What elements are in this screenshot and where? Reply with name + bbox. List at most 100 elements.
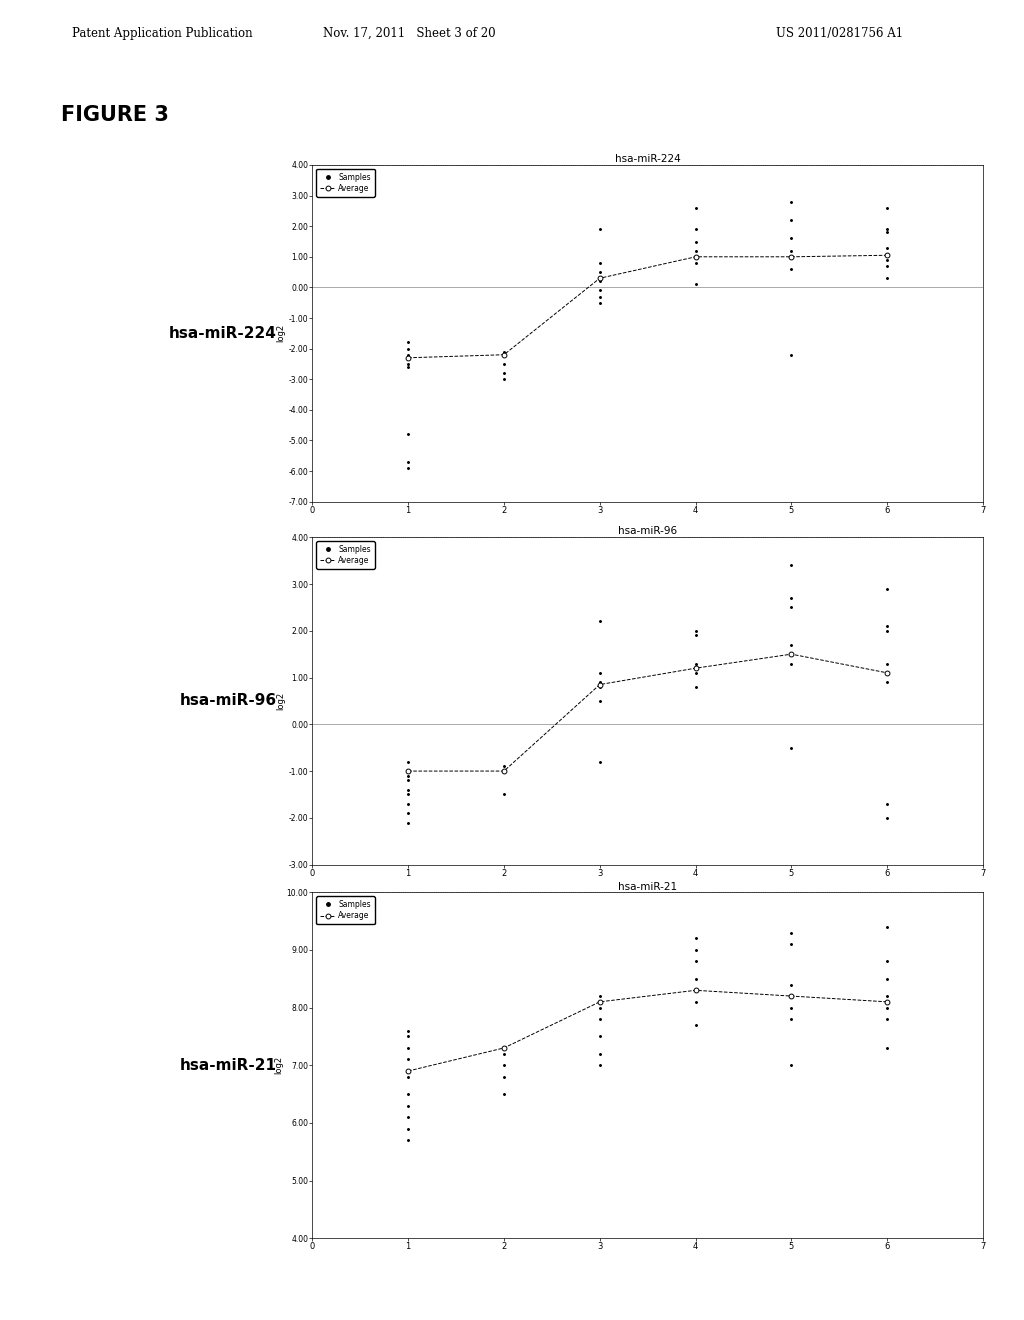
Point xyxy=(496,760,512,781)
Point xyxy=(783,1055,800,1076)
Legend: Samples, Average: Samples, Average xyxy=(316,169,375,197)
Point xyxy=(879,268,895,289)
Point xyxy=(400,793,417,814)
Point xyxy=(687,663,703,684)
Point xyxy=(496,368,512,389)
Point xyxy=(400,812,417,833)
Point xyxy=(592,261,608,282)
Point xyxy=(592,676,608,697)
Point xyxy=(400,356,417,378)
Point xyxy=(400,1084,417,1105)
Point xyxy=(400,1130,417,1151)
Point xyxy=(783,554,800,576)
Point xyxy=(496,354,512,375)
Point xyxy=(879,615,895,636)
Point xyxy=(687,620,703,642)
Legend: Samples, Average: Samples, Average xyxy=(316,541,375,569)
Point xyxy=(783,644,800,665)
Point xyxy=(879,578,895,599)
Point xyxy=(879,197,895,218)
Point xyxy=(592,672,608,693)
Title: hsa-miR-96: hsa-miR-96 xyxy=(618,527,677,536)
Point xyxy=(879,950,895,972)
Point xyxy=(400,760,417,781)
Point xyxy=(783,259,800,280)
Point xyxy=(783,587,800,609)
Point xyxy=(783,997,800,1018)
Point xyxy=(783,210,800,231)
Point xyxy=(400,345,417,366)
Point xyxy=(879,238,895,259)
Point xyxy=(592,663,608,684)
Point xyxy=(687,657,703,678)
Point xyxy=(879,997,895,1018)
Point xyxy=(879,243,895,264)
Point xyxy=(592,751,608,772)
Point xyxy=(687,653,703,675)
Point xyxy=(687,219,703,240)
Text: hsa-miR-21: hsa-miR-21 xyxy=(179,1057,276,1073)
Point xyxy=(783,653,800,675)
Point xyxy=(783,634,800,655)
Point xyxy=(592,997,608,1018)
Point xyxy=(687,940,703,961)
Point xyxy=(400,1118,417,1139)
Point xyxy=(496,1067,512,1088)
Point xyxy=(879,969,895,990)
Text: Patent Application Publication: Patent Application Publication xyxy=(72,26,252,40)
Point xyxy=(592,271,608,292)
Y-axis label: log2: log2 xyxy=(276,692,286,710)
Point xyxy=(783,923,800,944)
Point xyxy=(496,341,512,362)
Point xyxy=(400,1106,417,1127)
Point xyxy=(400,1096,417,1117)
Point xyxy=(783,986,800,1007)
Point xyxy=(400,1049,417,1071)
Point xyxy=(400,424,417,445)
Y-axis label: log2: log2 xyxy=(276,325,286,342)
Point xyxy=(400,1060,417,1081)
Point xyxy=(879,219,895,240)
Point xyxy=(879,793,895,814)
Point xyxy=(879,653,895,675)
Point xyxy=(879,222,895,243)
Legend: Samples, Average: Samples, Average xyxy=(316,896,375,924)
Point xyxy=(400,1026,417,1047)
Point xyxy=(687,197,703,218)
Point xyxy=(592,690,608,711)
Point xyxy=(496,1055,512,1076)
Point xyxy=(687,240,703,261)
Point xyxy=(687,979,703,1001)
Point xyxy=(400,338,417,359)
Point xyxy=(400,1067,417,1088)
Point xyxy=(400,1020,417,1041)
Point xyxy=(879,256,895,277)
Point xyxy=(687,991,703,1012)
Text: Nov. 17, 2011   Sheet 3 of 20: Nov. 17, 2011 Sheet 3 of 20 xyxy=(324,26,496,40)
Title: hsa-miR-224: hsa-miR-224 xyxy=(614,154,681,164)
Y-axis label: log2: log2 xyxy=(274,1056,284,1074)
Point xyxy=(592,1026,608,1047)
Point xyxy=(879,663,895,684)
Point xyxy=(879,1038,895,1059)
Point xyxy=(592,1008,608,1030)
Point xyxy=(783,247,800,268)
Point xyxy=(496,1084,512,1105)
Point xyxy=(879,808,895,829)
Point xyxy=(592,611,608,632)
Point xyxy=(687,273,703,294)
Point xyxy=(400,779,417,800)
Text: US 2011/0281756 A1: US 2011/0281756 A1 xyxy=(776,26,903,40)
Point xyxy=(687,1014,703,1035)
Point xyxy=(687,624,703,645)
Point xyxy=(592,986,608,1007)
Point xyxy=(783,974,800,995)
Point xyxy=(592,219,608,240)
Point xyxy=(496,363,512,384)
Point xyxy=(687,950,703,972)
Point xyxy=(592,252,608,273)
Text: hsa-miR-224: hsa-miR-224 xyxy=(169,326,276,341)
Point xyxy=(783,597,800,618)
Point xyxy=(496,784,512,805)
Point xyxy=(592,280,608,301)
